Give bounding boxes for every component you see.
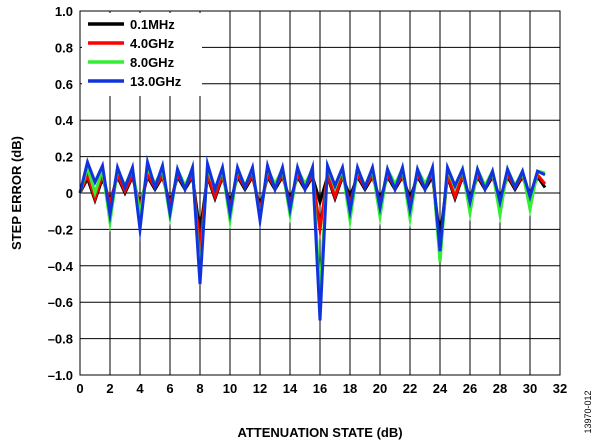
y-tick-label: –0.2 <box>48 222 73 237</box>
x-tick-label: 32 <box>553 381 567 396</box>
series-lines <box>78 154 547 321</box>
x-tick-label: 26 <box>463 381 477 396</box>
series-line-13.0GHz <box>78 154 546 321</box>
y-tick-labels: 1.0 0.8 0.6 0.4 0.2 0 –0.2 –0.4 –0.6 –0.8 –1.0 <box>48 4 74 383</box>
x-tick-label: 22 <box>403 381 417 396</box>
legend-label: 0.1MHz <box>130 17 175 32</box>
x-tick-label: 20 <box>373 381 387 396</box>
legend-label: 8.0GHz <box>130 55 175 70</box>
x-tick-label: 2 <box>106 381 113 396</box>
x-tick-label: 24 <box>433 381 448 396</box>
x-tick-label: 14 <box>283 381 298 396</box>
x-tick-label: 18 <box>343 381 357 396</box>
x-tick-label: 12 <box>253 381 267 396</box>
y-tick-label: –0.6 <box>48 295 73 310</box>
legend-label: 4.0GHz <box>130 36 175 51</box>
x-tick-label: 4 <box>136 381 144 396</box>
y-tick-label: 1.0 <box>55 4 73 19</box>
grid <box>80 11 560 375</box>
x-tick-label: 6 <box>166 381 173 396</box>
plot-frame <box>79 10 561 376</box>
x-tick-label: 0 <box>76 381 83 396</box>
y-axis-label: STEP ERROR (dB) <box>9 136 24 250</box>
y-tick-label: 0.4 <box>55 113 74 128</box>
x-tick-label: 10 <box>223 381 237 396</box>
y-tick-label: –1.0 <box>48 368 73 383</box>
y-tick-label: 0.8 <box>55 40 73 55</box>
x-tick-label: 8 <box>196 381 203 396</box>
y-tick-label: 0 <box>66 186 73 201</box>
x-tick-labels: 0 2 4 6 8 10 12 14 16 18 20 22 24 26 28 30 32 <box>76 381 567 396</box>
x-tick-label: 30 <box>523 381 537 396</box>
x-tick-label: 16 <box>313 381 327 396</box>
y-tick-label: –0.8 <box>48 332 73 347</box>
figure-code: 13970-012 <box>583 390 593 433</box>
x-axis-label: ATTENUATION STATE (dB) <box>237 425 402 440</box>
x-tick-label: 28 <box>493 381 507 396</box>
y-tick-label: 0.6 <box>55 77 73 92</box>
legend-label: 13.0GHz <box>130 74 182 89</box>
y-tick-label: 0.2 <box>55 150 73 165</box>
legend: 0.1MHz 4.0GHz 8.0GHz 13.0GHz <box>82 13 202 96</box>
y-tick-label: –0.4 <box>48 259 74 274</box>
